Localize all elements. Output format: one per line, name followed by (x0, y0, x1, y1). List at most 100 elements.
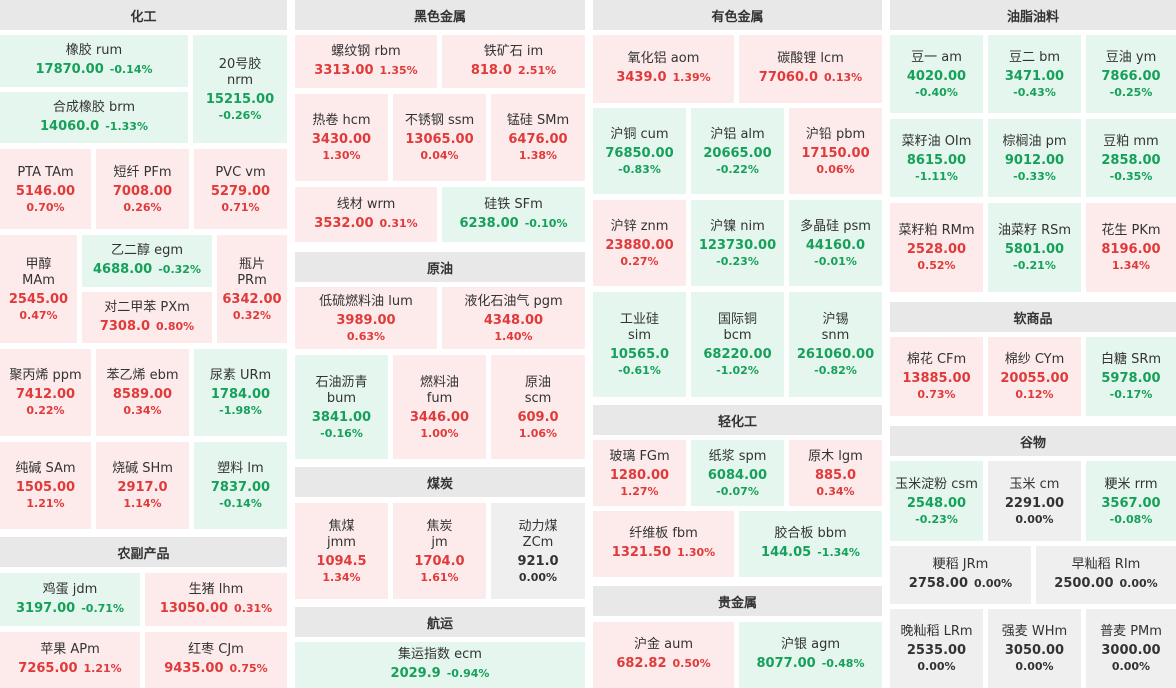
tile-lgm[interactable]: 原木 lgm 885.0 0.34% (789, 440, 882, 506)
tile-aum[interactable]: 沪金 aum 682.82 0.50% (593, 622, 734, 688)
tile-lrm[interactable]: 晚籼稻 LRm 2535.00 0.00% (890, 609, 983, 688)
section-header-crude: 原油 (295, 252, 585, 282)
tile-nim[interactable]: 沪镍 nim 123730.00 -0.23% (691, 200, 784, 286)
tile-nrm[interactable]: 20号胶 nrm 15215.00 -0.26% (193, 35, 287, 143)
tile-name: 原油 (524, 374, 551, 390)
tile-snm[interactable]: 沪锡 snm 261060.00 -0.82% (789, 292, 882, 397)
tile-name: 沪铝 alm (710, 126, 765, 142)
tile-csm[interactable]: 玉米淀粉 csm 2548.00 -0.23% (890, 461, 983, 541)
tile-pgm[interactable]: 液化石油气 pgm 4348.00 1.40% (442, 287, 585, 349)
tile-pfm[interactable]: 短纤 PFm 7008.00 0.26% (96, 149, 189, 229)
tile-wrm[interactable]: 线材 wrm 3532.00 0.31% (295, 187, 437, 242)
tile-change: -0.23% (716, 254, 759, 268)
tile-hcm[interactable]: 热卷 hcm 3430.00 1.30% (295, 94, 388, 181)
tile-name: 瓶片 (238, 256, 265, 272)
tile-lum[interactable]: 低硫燃料油 lum 3989.00 0.63% (295, 287, 437, 349)
tile-aom[interactable]: 氧化铝 aom 3439.0 1.39% (593, 35, 734, 103)
tile-znm[interactable]: 沪锌 znm 23880.00 0.27% (593, 200, 686, 286)
tile-price: 144.05 (761, 545, 812, 560)
tile-shm[interactable]: 烧碱 SHm 2917.0 1.14% (96, 442, 189, 529)
tile-bm[interactable]: 豆二 bm 3471.00 -0.43% (988, 35, 1081, 113)
tile-change: 0.31% (234, 601, 273, 615)
tile-change: 0.04% (420, 149, 459, 162)
tile-fum[interactable]: 燃料油 fum 3446.00 1.00% (393, 355, 486, 459)
tile-fgm[interactable]: 玻璃 FGm 1280.00 1.27% (593, 440, 686, 506)
tile-rrm[interactable]: 粳米 rrm 3567.00 -0.08% (1086, 461, 1176, 541)
tile-ym[interactable]: 豆油 ym 7866.00 -0.25% (1086, 35, 1176, 113)
tile-spm[interactable]: 纸浆 spm 6084.00 -0.07% (691, 440, 784, 506)
tile-bum[interactable]: 石油沥青 bum 3841.00 -0.16% (295, 355, 388, 459)
tile-egm[interactable]: 乙二醇 egm 4688.00 -0.32% (82, 235, 212, 287)
tile-bbm[interactable]: 胶合板 bbm 144.05 -1.34% (739, 511, 882, 577)
tile-pmm[interactable]: 普麦 PMm 3000.00 0.00% (1086, 609, 1176, 688)
tile-psm[interactable]: 多晶硅 psm 44160.0 -0.01% (789, 200, 882, 286)
tile-price: 2535.00 (906, 643, 967, 658)
tile-price: 20055.00 (1000, 371, 1069, 386)
tile-rsm[interactable]: 油菜籽 RSm 5801.00 -0.21% (988, 203, 1081, 292)
tile-zcm[interactable]: 动力煤 ZCm 921.0 0.00% (491, 503, 585, 599)
tile-name: 烧碱 SHm (112, 461, 173, 476)
tile-price: 5146.00 (15, 183, 76, 199)
tile-tam[interactable]: PTA TAm 5146.00 0.70% (0, 149, 91, 229)
tile-lcm[interactable]: 碳酸锂 lcm 77060.0 0.13% (739, 35, 882, 103)
tile-ppm[interactable]: 聚丙烯 ppm 7412.00 0.22% (0, 349, 91, 436)
tile-mam[interactable]: 甲醇 MAm 2545.00 0.47% (0, 235, 77, 343)
section-header-nonferrous: 有色金属 (593, 0, 882, 30)
tile-change: -1.34% (817, 546, 860, 559)
tile-fbm[interactable]: 纤维板 fbm 1321.50 1.30% (593, 511, 734, 577)
tile-pxm[interactable]: 对二甲苯 PXm 7308.0 0.80% (82, 292, 212, 343)
tile-bcm[interactable]: 国际铜 bcm 68220.00 -1.02% (691, 292, 784, 397)
tile-price: 10565.0 (609, 347, 670, 362)
tile-agm[interactable]: 沪银 agm 8077.00 -0.48% (739, 622, 882, 688)
tile-rum[interactable]: 橡胶 rum 17870.00 -0.14% (0, 35, 188, 87)
section-header-coal: 煤炭 (295, 467, 585, 497)
tile-cym[interactable]: 棉纱 CYm 20055.00 0.12% (988, 337, 1081, 416)
tile-change: 0.26% (123, 200, 162, 214)
tile-sfm[interactable]: 硅铁 SFm 6238.00 -0.10% (442, 187, 585, 242)
tile-sim[interactable]: 工业硅 sim 10565.0 -0.61% (593, 292, 686, 397)
tile-jm[interactable]: 焦炭 jm 1704.0 1.61% (393, 503, 486, 599)
tile-jdm[interactable]: 鸡蛋 jdm 3197.00 -0.71% (0, 573, 140, 626)
tile-prm[interactable]: 瓶片 PRm 6342.00 0.32% (217, 235, 287, 343)
tile-vm[interactable]: PVC vm 5279.00 0.71% (194, 149, 287, 229)
tile-pm[interactable]: 棕榈油 pm 9012.00 -0.33% (988, 119, 1081, 197)
tile-price: 6084.00 (707, 467, 768, 483)
tile-pkm[interactable]: 花生 PKm 8196.00 1.34% (1086, 203, 1176, 292)
tile-whm[interactable]: 强麦 WHm 3050.00 0.00% (988, 609, 1081, 688)
tile-alm[interactable]: 沪铝 alm 20665.00 -0.22% (691, 108, 784, 194)
tile-im[interactable]: 铁矿石 im 818.0 2.51% (442, 35, 585, 88)
tile-srm[interactable]: 白糖 SRm 5978.00 -0.17% (1086, 337, 1176, 416)
tile-jrm[interactable]: 粳稻 JRm 2758.00 0.00% (890, 546, 1031, 604)
tile-rmm[interactable]: 菜籽粕 RMm 2528.00 0.52% (890, 203, 983, 292)
tile-pbm[interactable]: 沪铅 pbm 17150.00 0.06% (789, 108, 882, 194)
tile-cjm[interactable]: 红枣 CJm 9435.00 0.75% (145, 632, 287, 688)
tile-olm[interactable]: 菜籽油 OIm 8615.00 -1.11% (890, 119, 983, 197)
tile-smm[interactable]: 锰硅 SMm 6476.00 1.38% (491, 94, 585, 181)
tile-rbm[interactable]: 螺纹钢 rbm 3313.00 1.35% (295, 35, 437, 88)
tile-sam[interactable]: 纯碱 SAm 1505.00 1.21% (0, 442, 91, 529)
tile-am[interactable]: 豆一 am 4020.00 -0.40% (890, 35, 983, 113)
tile-cfm[interactable]: 棉花 CFm 13885.00 0.73% (890, 337, 983, 416)
tile-mm[interactable]: 豆粕 mm 2858.00 -0.35% (1086, 119, 1176, 197)
tile-brm[interactable]: 合成橡胶 brm 14060.0 -1.33% (0, 92, 188, 143)
tile-cum[interactable]: 沪铜 cum 76850.00 -0.83% (593, 108, 686, 194)
tile-scm[interactable]: 原油 scm 609.0 1.06% (491, 355, 585, 459)
tile-cm[interactable]: 玉米 cm 2291.00 0.00% (988, 461, 1081, 541)
tile-apm[interactable]: 苹果 APm 7265.00 1.21% (0, 632, 140, 688)
tile-price: 682.82 (616, 656, 667, 671)
tile-name: 晚籼稻 LRm (900, 624, 973, 639)
tile-name: 纤维板 fbm (629, 526, 698, 541)
tile-jmm[interactable]: 焦煤 jmm 1094.5 1.34% (295, 503, 388, 599)
tile-ecm[interactable]: 集运指数 ecm 2029.9 -0.94% (295, 642, 585, 688)
tile-price: 14060.0 (40, 118, 100, 134)
tile-price: 2528.00 (906, 242, 967, 257)
tile-lhm[interactable]: 生猪 lhm 13050.00 0.31% (145, 573, 287, 626)
tile-urm[interactable]: 尿素 URm 1784.00 -1.98% (194, 349, 287, 436)
tile-ebm[interactable]: 苯乙烯 ebm 8589.00 0.34% (96, 349, 189, 436)
tile-price: 44160.0 (805, 237, 866, 253)
tile-rim[interactable]: 早籼稻 RIm 2500.00 0.00% (1036, 546, 1176, 604)
tile-ssm[interactable]: 不锈钢 ssm 13065.00 0.04% (393, 94, 486, 181)
tile-name: 合成橡胶 brm (52, 99, 136, 115)
tile-lm[interactable]: 塑料 lm 7837.00 -0.14% (194, 442, 287, 529)
tile-change: -0.40% (915, 85, 958, 99)
